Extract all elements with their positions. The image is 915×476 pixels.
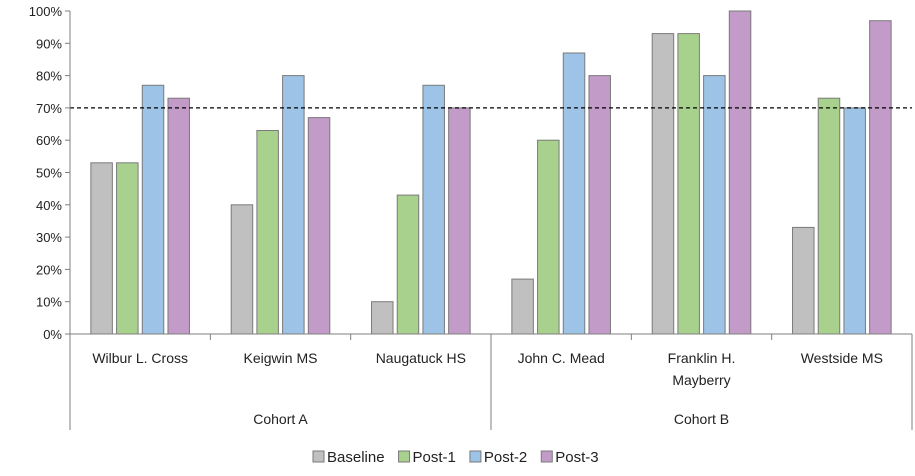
y-tick-label: 20%	[36, 262, 62, 277]
x-category-label: Keigwin MS	[244, 350, 318, 366]
y-tick-label: 100%	[29, 4, 63, 19]
bar-post-2-3	[422, 84, 445, 335]
y-tick-label: 60%	[36, 133, 62, 148]
legend-swatch-post-1	[398, 450, 411, 463]
x-category-label: Mayberry	[672, 372, 730, 388]
bar-post-2-1	[141, 84, 165, 335]
x-category-label: John C. Mead	[518, 350, 605, 366]
x-category-label: Naugatuck HS	[376, 350, 466, 366]
axes	[69, 11, 913, 430]
y-tick-label: 80%	[36, 69, 62, 84]
y-tick-label: 70%	[36, 101, 62, 116]
legend-label-post-2: Post-2	[484, 449, 527, 466]
bar-post-1-1	[116, 162, 139, 335]
legend-label-post-1: Post-1	[413, 449, 456, 466]
bar-post-3-3	[448, 107, 471, 335]
y-tick-label: 0%	[43, 327, 62, 342]
legend-swatch-post-3	[540, 450, 553, 463]
x-category-label: Wilbur L. Cross	[92, 350, 188, 366]
bar-post-1-4	[537, 139, 560, 335]
bar-post-1-2	[256, 130, 279, 335]
legend-label-baseline: Baseline	[327, 449, 385, 466]
bar-post-1-3	[396, 194, 420, 335]
y-tick-label: 40%	[36, 198, 62, 213]
y-tick-label: 90%	[36, 36, 62, 51]
bar-post-3-1	[167, 97, 190, 335]
bar-post-1-6	[817, 97, 841, 335]
group-label: Cohort A	[253, 411, 308, 427]
bar-post-3-5	[728, 10, 752, 335]
bar-post-2-4	[562, 52, 586, 335]
y-axis-ticks: 0% 10% 20% 30% 40% 50% 60% 70% 80% 90% 100%	[29, 4, 70, 342]
x-category-label: Franklin H.	[668, 350, 736, 366]
legend: Baseline Post-1 Post-2 Post-3	[312, 449, 599, 466]
y-tick-label: 10%	[36, 295, 62, 310]
bar-post-3-4	[588, 75, 611, 335]
bar-baseline-5	[651, 33, 675, 335]
bar-post-2-5	[703, 75, 726, 335]
bar-post-2-6	[843, 107, 866, 335]
bar-post-3-6	[869, 20, 892, 335]
legend-label-post-3: Post-3	[555, 449, 598, 466]
group-label: Cohort B	[674, 411, 729, 427]
bar-baseline-1	[90, 162, 113, 335]
bar-post-3-2	[307, 117, 331, 335]
y-tick-label: 30%	[36, 230, 62, 245]
x-category-label: Westside MS	[801, 350, 883, 366]
y-tick-label: 50%	[36, 166, 62, 181]
bar-baseline-6	[792, 226, 815, 335]
legend-swatch-post-2	[469, 450, 482, 463]
legend-swatch-baseline	[312, 450, 325, 463]
bar-post-1-5	[677, 33, 700, 335]
bar-post-2-2	[282, 75, 305, 335]
x-axis-labels: Wilbur L. Cross Keigwin MS Naugatuck HS Joh…	[92, 350, 883, 427]
bars	[90, 10, 892, 335]
bar-baseline-2	[230, 204, 254, 335]
bar-baseline-3	[371, 301, 394, 335]
bar-baseline-4	[511, 278, 534, 335]
